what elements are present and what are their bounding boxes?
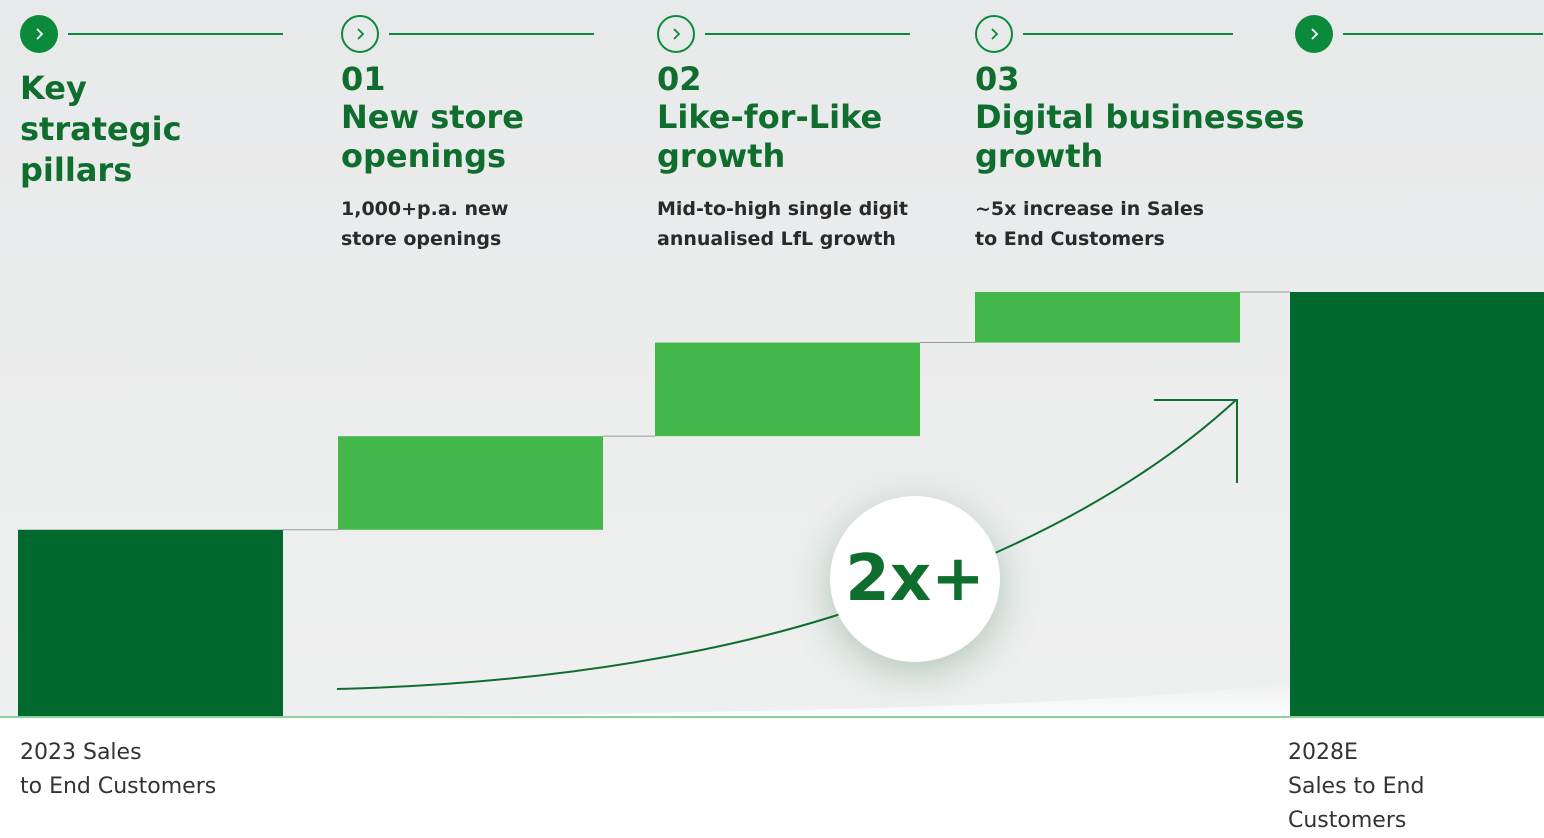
header-rule bbox=[705, 33, 910, 35]
pillar-number: 02 bbox=[657, 60, 702, 98]
pillar-description: 1,000+p.a. new store openings bbox=[341, 198, 509, 250]
pillar-number: 03 bbox=[975, 60, 1020, 98]
pillar-title: Digital businesses growth bbox=[975, 98, 1305, 175]
chevron-right-icon bbox=[341, 15, 379, 53]
header-rule bbox=[1023, 33, 1233, 35]
pillar-number: 01 bbox=[341, 60, 386, 98]
growth-multiplier-badge: 2x+ bbox=[830, 496, 1000, 662]
pillar-3: 03 Digital businesses growth ~5x increas… bbox=[975, 14, 1304, 254]
bar-1 bbox=[18, 529, 283, 717]
floor-glow bbox=[283, 681, 1290, 717]
bar-3 bbox=[655, 342, 920, 437]
header-start bbox=[20, 14, 283, 54]
pillar-1: 01 New store openings 1,000+p.a. new sto… bbox=[341, 14, 594, 254]
chevron-right-icon bbox=[975, 15, 1013, 53]
header-rule bbox=[1343, 33, 1543, 35]
chevron-right-icon bbox=[20, 15, 58, 53]
pillar-title: Like-for-Like growth bbox=[657, 98, 883, 175]
pillar-description: Mid-to-high single digit annualised LfL … bbox=[657, 198, 908, 250]
pillar-2: 02 Like-for-Like growth Mid-to-high sing… bbox=[657, 14, 910, 254]
header-rule bbox=[389, 33, 594, 35]
key-strategic-pillars-title: Key strategic pillars bbox=[20, 69, 182, 189]
header-end bbox=[1295, 14, 1543, 54]
header-rule bbox=[68, 33, 283, 35]
bar-5 bbox=[1290, 292, 1544, 717]
bar-4 bbox=[975, 292, 1240, 343]
bar-2 bbox=[338, 436, 603, 530]
category-label-start: 2023 Sales to End Customers bbox=[20, 740, 217, 799]
pillar-description: ~5x increase in Sales to End Customers bbox=[975, 198, 1205, 250]
chevron-right-icon bbox=[657, 15, 695, 53]
chevron-right-icon bbox=[1295, 15, 1333, 53]
pillar-title: New store openings bbox=[341, 98, 524, 175]
category-label-end: 2028E Sales to End Customers bbox=[1288, 740, 1425, 833]
growth-arrow-head-icon bbox=[1154, 399, 1238, 483]
